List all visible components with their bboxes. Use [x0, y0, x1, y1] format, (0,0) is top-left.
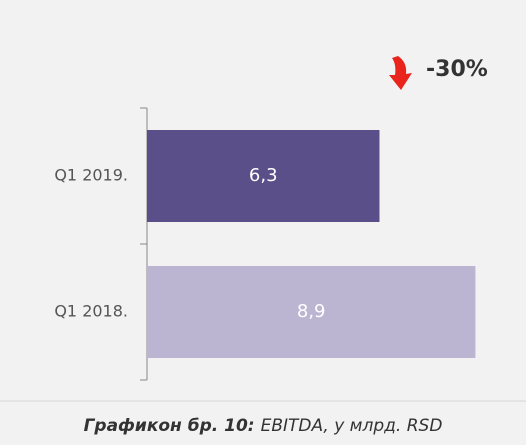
bar — [147, 266, 476, 358]
category-label: Q1 2018. — [54, 302, 128, 321]
caption-label: Графикон бр. 10: — [84, 416, 255, 436]
bar — [147, 130, 380, 222]
value-label: 8,9 — [297, 301, 326, 322]
caption: Графикон бр. 10: EBITDA, у млрд. RSD — [84, 416, 443, 436]
caption-text: EBITDA, у млрд. RSD — [261, 416, 443, 436]
category-label: Q1 2019. — [54, 166, 128, 185]
value-label: 6,3 — [249, 165, 278, 186]
annotation: -30% — [426, 57, 488, 82]
down-arrow-icon — [389, 56, 412, 90]
